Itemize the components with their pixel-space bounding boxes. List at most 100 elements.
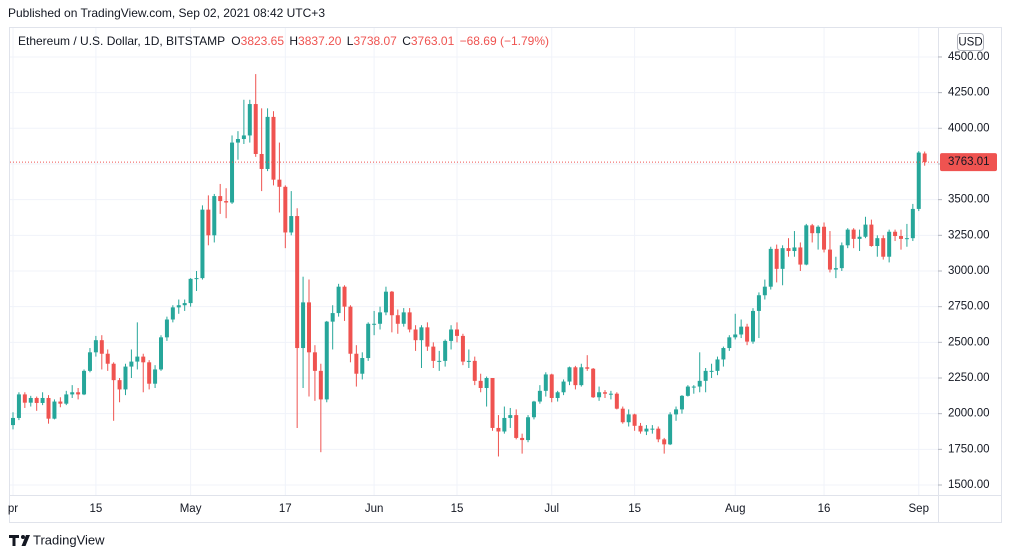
candle-body xyxy=(76,392,81,395)
candle-body xyxy=(733,334,738,338)
candle-body xyxy=(342,286,347,307)
candle-body xyxy=(182,303,187,306)
candle-body xyxy=(745,326,750,342)
y-tick-label: 1500.00 xyxy=(948,479,990,491)
candle-body xyxy=(212,196,217,236)
candle-body xyxy=(11,417,15,426)
candle-body xyxy=(520,437,525,441)
last-price-tag xyxy=(940,153,997,172)
candle-body xyxy=(585,367,590,369)
last-price-label: 3763.01 xyxy=(948,156,990,168)
candle-body xyxy=(247,104,252,136)
candle-body xyxy=(715,359,720,371)
candle-body xyxy=(916,152,921,209)
y-tick-label: 3500.00 xyxy=(948,194,990,206)
candle-body xyxy=(899,236,903,239)
candle-body xyxy=(573,367,578,386)
candle-body xyxy=(52,401,57,419)
candle-body xyxy=(383,291,388,313)
candle-body xyxy=(70,392,75,395)
candle-body xyxy=(579,367,584,386)
candle-body xyxy=(910,208,915,239)
candle-body xyxy=(117,380,122,390)
ohlc-letter: H xyxy=(289,34,298,48)
candle-body xyxy=(93,340,98,353)
candle-body xyxy=(129,361,134,367)
candle-body xyxy=(614,393,619,409)
candle-body xyxy=(283,186,288,233)
candle-body xyxy=(739,326,744,335)
candle-body xyxy=(253,104,258,154)
x-tick-label: pr xyxy=(8,503,18,515)
candle-body xyxy=(567,367,572,382)
candle-body xyxy=(188,278,193,304)
ohlc-letter: C xyxy=(402,34,411,48)
candle-body xyxy=(241,135,246,140)
y-tick-label: 4500.00 xyxy=(948,51,990,63)
candle-body xyxy=(265,116,270,169)
y-tick-label: 4250.00 xyxy=(948,87,990,99)
candle-body xyxy=(857,236,862,239)
candle-body xyxy=(153,369,158,384)
candle-body xyxy=(703,370,708,381)
candle-body xyxy=(508,415,513,418)
candle-body xyxy=(490,378,495,428)
candle-body xyxy=(514,415,519,438)
y-tick-label: 4000.00 xyxy=(948,122,990,134)
candle-body xyxy=(721,348,726,360)
y-tick-label: 2250.00 xyxy=(948,372,990,384)
candle-body xyxy=(259,153,264,169)
candle-body xyxy=(141,356,146,363)
candle-body xyxy=(336,286,341,314)
candle-body xyxy=(40,397,45,403)
candle-body xyxy=(16,394,21,418)
candle-body xyxy=(159,337,163,370)
candle-body xyxy=(354,353,359,374)
candle-body xyxy=(407,312,412,330)
currency[interactable]: USD xyxy=(958,37,982,49)
candle-body xyxy=(372,323,377,325)
candle-body xyxy=(762,286,767,296)
candle-body xyxy=(431,346,436,361)
candle-body xyxy=(235,139,240,143)
candle-body xyxy=(437,360,442,362)
candle-body xyxy=(756,295,761,311)
candle-body xyxy=(22,394,27,403)
x-tick-label: 15 xyxy=(451,503,464,515)
candle-body xyxy=(751,310,755,342)
candle-body xyxy=(307,302,311,353)
candle-body xyxy=(466,360,471,362)
candle-body xyxy=(526,417,531,441)
candle-body xyxy=(804,225,809,265)
candle-body xyxy=(851,229,856,239)
candle-body xyxy=(123,366,128,390)
currency-box[interactable] xyxy=(957,33,984,51)
candle-body xyxy=(709,370,714,372)
candle-body xyxy=(170,307,175,320)
candle-body xyxy=(395,315,400,324)
candles xyxy=(11,74,927,457)
candle-body xyxy=(549,374,554,398)
x-tick-label: 16 xyxy=(818,503,831,515)
y-tick-label: 2500.00 xyxy=(948,336,990,348)
chart-frame xyxy=(9,27,1002,523)
candle-body xyxy=(822,226,827,250)
ohlc-letter: L xyxy=(347,34,354,48)
candle-body xyxy=(638,425,643,432)
candle-body xyxy=(82,370,87,395)
legend-header: Ethereum / U.S. Dollar, 1D, BITSTAMP O38… xyxy=(18,34,549,48)
candle-body xyxy=(620,408,625,423)
candle-body xyxy=(780,248,785,269)
candle-body xyxy=(650,428,655,430)
candle-body xyxy=(768,248,773,287)
candle-body xyxy=(312,352,317,371)
candle-body xyxy=(685,386,690,396)
change: −68.69 (−1.79%) xyxy=(460,34,549,48)
candle-body xyxy=(727,337,732,349)
candle-body xyxy=(99,340,104,354)
candle-body xyxy=(176,305,181,308)
candle-body xyxy=(401,312,406,324)
x-tick-label: Jun xyxy=(365,503,384,515)
